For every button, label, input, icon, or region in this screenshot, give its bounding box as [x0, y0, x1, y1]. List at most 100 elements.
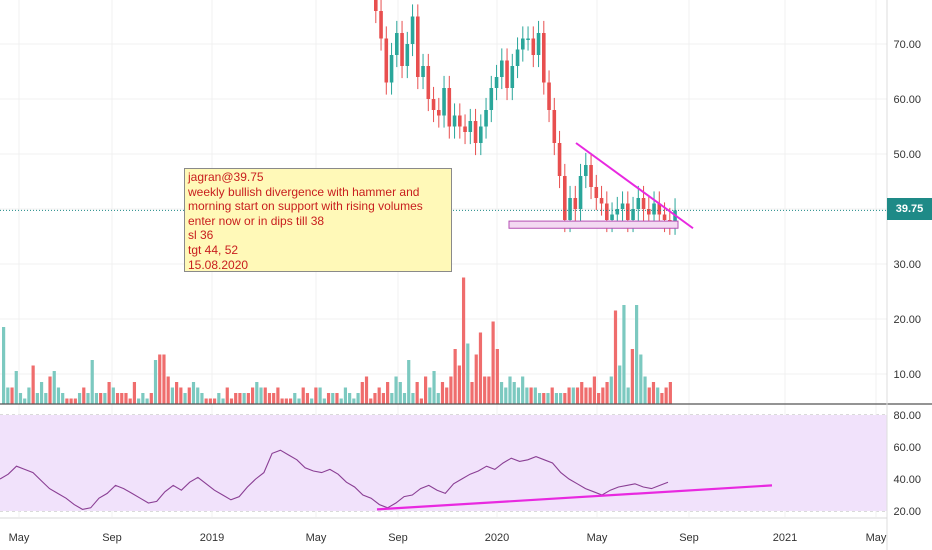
annotation-line: weekly bullish divergence with hammer an…: [188, 184, 420, 199]
candle-body: [626, 203, 630, 220]
volume-bar: [487, 376, 491, 404]
volume-bar: [297, 398, 301, 404]
volume-bar: [605, 382, 609, 404]
volume-bar: [103, 393, 107, 404]
candle-body: [631, 209, 635, 220]
volume-bar: [457, 365, 461, 404]
volume-bar: [162, 354, 166, 404]
volume-bar: [407, 360, 411, 404]
time-tick-label: 2019: [200, 532, 224, 544]
volume-bar: [622, 305, 626, 404]
volume-bar: [208, 398, 212, 404]
volume-bar: [356, 393, 360, 404]
volume-bar: [609, 376, 613, 404]
candle-body: [657, 203, 662, 215]
volume-bar: [647, 387, 651, 404]
candle-body: [515, 49, 520, 66]
volume-bar: [238, 393, 242, 404]
candle-body: [673, 210, 677, 223]
candle-body: [641, 198, 646, 209]
volume-bar: [187, 387, 191, 404]
volume-bar: [335, 393, 339, 404]
volume-bar: [272, 393, 276, 404]
volume-bar: [499, 382, 504, 404]
volume-bar: [94, 393, 99, 404]
price-tick-label: 20.00: [893, 314, 921, 326]
volume-bar: [639, 354, 643, 404]
volume-bar: [217, 393, 221, 404]
volume-bar: [14, 371, 18, 404]
volume-bar: [521, 376, 525, 404]
volume-bar: [31, 365, 35, 404]
candle-body: [552, 110, 557, 143]
volume-bar: [263, 387, 267, 404]
rsi-tick-label: 20.00: [893, 506, 921, 518]
candle-body: [458, 115, 462, 127]
volume-bar: [246, 393, 250, 404]
volume-bar: [213, 398, 217, 404]
annotation-line: enter now or in dips till 38: [188, 213, 325, 228]
volume-bar: [280, 398, 284, 404]
candle-body: [410, 16, 415, 44]
volume-bar: [601, 387, 605, 404]
candle-body: [379, 11, 383, 39]
candle-body: [652, 203, 656, 215]
time-tick-label: Sep: [679, 532, 699, 544]
volume-bar: [166, 376, 170, 404]
volume-bar: [516, 387, 521, 404]
candle-body: [615, 209, 620, 215]
volume-bar: [567, 387, 571, 404]
candle-body: [374, 0, 378, 11]
volume-bar: [191, 382, 196, 404]
volume-bar: [120, 393, 124, 404]
volume-bar: [411, 393, 415, 404]
volume-bar: [529, 387, 533, 404]
volume-bar: [128, 398, 132, 404]
volume-bar: [39, 382, 44, 404]
volume-bar: [588, 387, 592, 404]
volume-bar: [310, 398, 314, 404]
volume-bar: [158, 354, 162, 404]
volume-bar: [322, 398, 326, 404]
volume-bar: [56, 387, 61, 404]
candle-body: [620, 203, 625, 209]
volume-bar: [276, 387, 280, 404]
time-tick-label: 2020: [485, 532, 509, 544]
annotation-line: 15.08.2020: [188, 257, 249, 272]
candle-body: [479, 126, 483, 143]
time-tick-label: Sep: [388, 532, 408, 544]
volume-bar: [575, 387, 580, 404]
volume-bar: [229, 398, 234, 404]
price-tick-label: 10.00: [893, 369, 921, 381]
volume-bar: [470, 382, 474, 404]
volume-bar: [592, 376, 596, 404]
candle-body: [568, 198, 572, 220]
volume-bar: [495, 349, 499, 404]
rsi-divergence-line: [376, 484, 773, 511]
volume-bar: [512, 382, 516, 404]
candle-body: [605, 203, 609, 220]
candle-body: [431, 99, 436, 110]
volume-bar: [259, 387, 263, 404]
candle-body: [426, 66, 431, 99]
volume-bar: [255, 382, 259, 404]
candle-body: [395, 33, 399, 55]
volume-bar: [533, 387, 537, 404]
volume-bar: [343, 387, 348, 404]
candle-body: [489, 88, 494, 110]
volume-bar: [664, 387, 668, 404]
candle-body: [416, 16, 420, 77]
volume-bar: [204, 398, 208, 404]
annotation-line: morning start on support with rising vol…: [188, 199, 423, 214]
volume-bar: [449, 376, 453, 404]
volume-bar: [554, 393, 559, 404]
rsi-tick-label: 80.00: [893, 410, 921, 422]
candle-body: [505, 60, 509, 88]
volume-bar: [348, 393, 352, 404]
volume-bar: [35, 393, 39, 404]
volume-bar: [386, 382, 390, 404]
annotation-line: tgt 44, 52: [188, 242, 239, 257]
volume-bar: [145, 398, 149, 404]
volume-bar: [618, 365, 622, 404]
volume-bar: [651, 382, 656, 404]
